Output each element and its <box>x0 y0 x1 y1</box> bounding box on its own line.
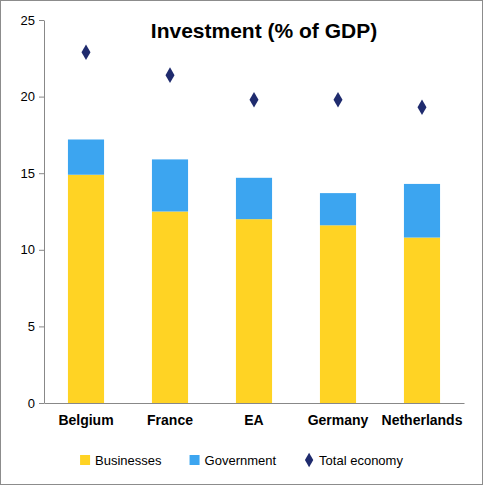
x-tick: EA <box>244 412 263 428</box>
point <box>334 92 343 108</box>
y-tick: 25 <box>21 13 44 28</box>
bar <box>152 212 188 404</box>
point <box>166 67 175 83</box>
y-tick-label: 20 <box>21 89 35 104</box>
y-tick-mark <box>39 403 44 404</box>
y-tick-mark <box>39 173 44 174</box>
legend: Businesses Government Total economy <box>80 453 403 468</box>
legend-item: Government <box>190 453 277 468</box>
bar <box>236 178 272 219</box>
legend-item: Total economy <box>305 453 403 468</box>
y-tick: 5 <box>28 319 44 334</box>
y-tick: 10 <box>21 242 44 257</box>
x-axis-line <box>45 403 465 404</box>
bar <box>320 193 356 225</box>
x-tick: France <box>147 412 193 428</box>
legend-item: Businesses <box>80 453 162 468</box>
y-tick-label: 10 <box>21 242 35 257</box>
x-tick: Belgium <box>58 412 113 428</box>
y-axis-line <box>44 21 45 404</box>
x-axis: Belgium France EA Germany Netherlands <box>45 404 465 428</box>
point <box>82 44 91 60</box>
y-tick-label: 0 <box>28 396 35 411</box>
bar <box>236 219 272 403</box>
legend-marker <box>305 453 313 467</box>
bar <box>152 159 188 211</box>
x-tick: Netherlands <box>382 412 463 428</box>
y-tick-mark <box>39 326 44 327</box>
x-tick: Germany <box>308 412 369 428</box>
x-tick-label: EA <box>244 412 263 428</box>
y-tick-label: 15 <box>21 166 35 181</box>
title: Investment (% of GDP) <box>151 19 377 42</box>
legend-swatch <box>190 455 200 465</box>
bar <box>320 225 356 403</box>
y-tick-label: 25 <box>21 13 35 28</box>
chart-border <box>1 1 483 485</box>
chart: 0 5 10 15 20 25 Belgium France EA Germany Netherla… <box>0 0 483 485</box>
y-tick-mark <box>39 250 44 251</box>
y-tick: 15 <box>21 166 44 181</box>
bar <box>68 139 104 174</box>
bar <box>404 238 440 403</box>
legend-label: Government <box>205 453 277 468</box>
legend-label: Total economy <box>319 453 403 468</box>
y-tick-mark <box>39 20 44 21</box>
plot-area <box>68 44 440 403</box>
point <box>250 92 259 108</box>
x-tick-label: Germany <box>308 412 369 428</box>
bar <box>404 184 440 238</box>
x-tick-label: France <box>147 412 193 428</box>
x-tick-label: Netherlands <box>382 412 463 428</box>
y-axis: 0 5 10 15 20 25 <box>21 13 45 411</box>
y-tick: 20 <box>21 89 44 104</box>
legend-swatch <box>80 455 90 465</box>
point <box>418 100 427 116</box>
bar <box>68 175 104 403</box>
y-tick-mark <box>39 97 44 98</box>
x-tick-label: Belgium <box>58 412 113 428</box>
y-tick-label: 5 <box>28 319 35 334</box>
legend-label: Businesses <box>95 453 162 468</box>
y-tick: 0 <box>28 396 44 411</box>
